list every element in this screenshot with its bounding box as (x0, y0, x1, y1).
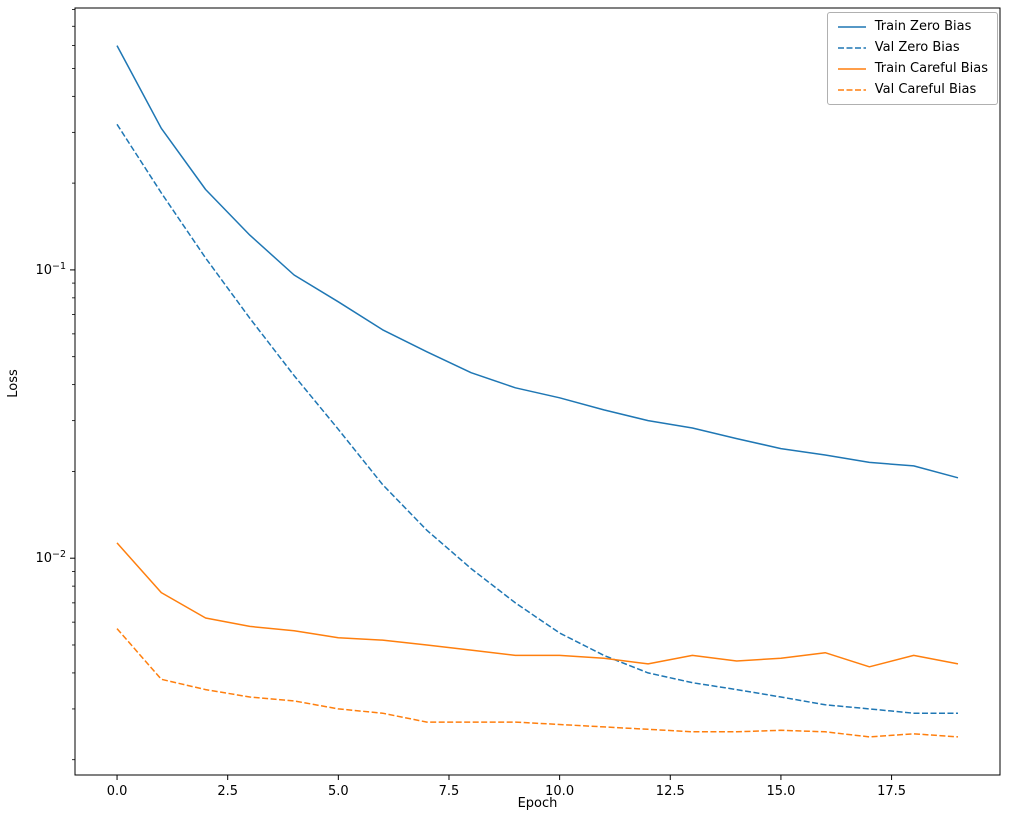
legend-line-sample (837, 68, 866, 70)
x-tick-label: 7.5 (439, 784, 460, 799)
x-tick-label: 10.0 (545, 784, 574, 799)
y-axis-label: Loss (5, 369, 21, 398)
legend-entry-train-careful-bias: Train Careful Bias (837, 62, 988, 76)
x-tick-label: 0.0 (107, 784, 128, 799)
plot-frame (74, 7, 1001, 776)
legend-entry-val-careful-bias: Val Careful Bias (837, 83, 988, 97)
legend-label: Val Careful Bias (874, 82, 977, 97)
y-tick-label: 10−2 (35, 549, 66, 566)
series-line-val-careful-bias (116, 628, 959, 738)
legend-label: Val Zero Bias (874, 40, 960, 55)
legend-label: Train Zero Bias (874, 19, 972, 34)
series-line-train-zero-bias (116, 45, 959, 479)
legend: Train Zero Bias Val Zero Bias Train Carefu… (826, 12, 998, 105)
y-tick-label: 10−1 (35, 261, 66, 278)
x-tick-label: 12.5 (656, 784, 685, 799)
x-tick-label: 5.0 (328, 784, 349, 799)
legend-line-sample (837, 89, 866, 91)
x-axis-label: Epoch (517, 796, 558, 811)
legend-line-sample (837, 47, 866, 49)
x-tick-label: 2.5 (217, 784, 238, 799)
series-line-val-zero-bias (116, 123, 958, 714)
x-tick-label: 15.0 (766, 784, 795, 799)
legend-entry-val-zero-bias: Val Zero Bias (837, 41, 988, 55)
legend-line-sample (837, 26, 866, 28)
series-line-train-careful-bias (116, 542, 959, 668)
legend-entry-train-zero-bias: Train Zero Bias (837, 20, 988, 34)
x-tick-label: 17.5 (877, 784, 906, 799)
legend-label: Train Careful Bias (874, 61, 988, 76)
